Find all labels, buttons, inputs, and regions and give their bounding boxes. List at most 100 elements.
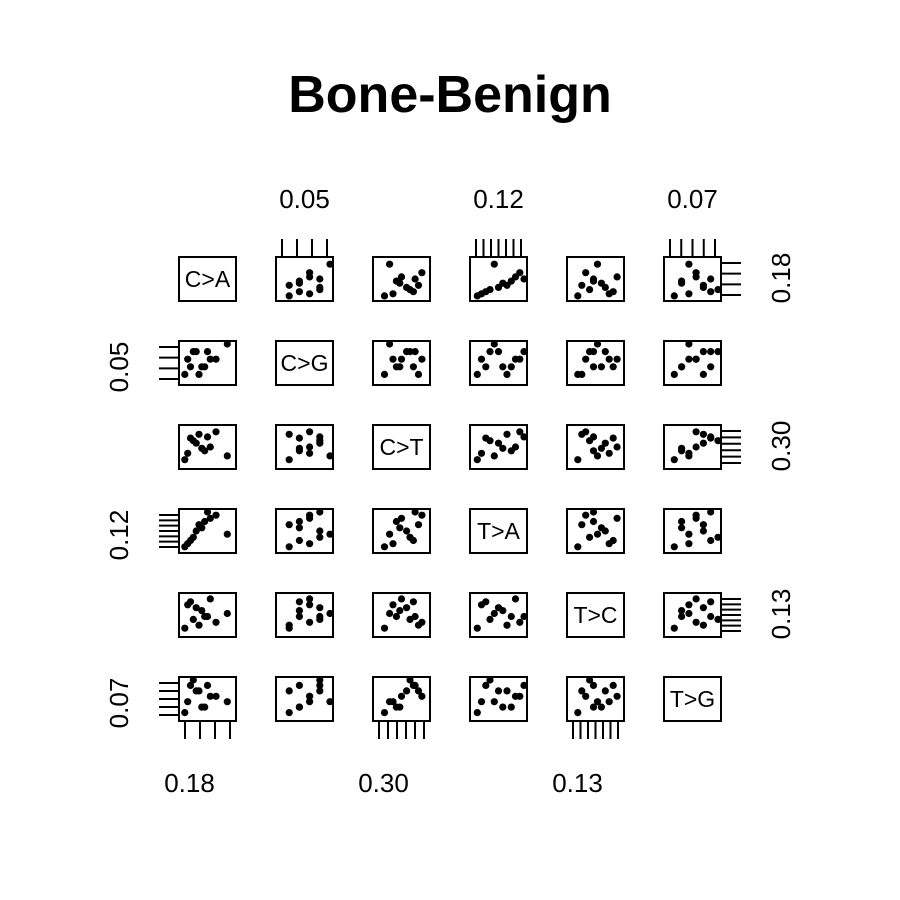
- panel-ctog-ctog: [275, 340, 334, 386]
- point-ttoc-ttoa-8: [511, 595, 520, 603]
- point-ctog-ttoa-11: [477, 355, 486, 363]
- point-ctog-ttoc-4: [589, 363, 598, 371]
- point-ttog-ctog-6: [326, 698, 334, 706]
- panel-ttoa-ttog: [663, 508, 722, 554]
- point-ctot-ctoa-7: [195, 430, 203, 438]
- point-ttog-ctog-1: [285, 709, 293, 717]
- point-ttoc-ctot-11: [389, 601, 397, 609]
- point-ttog-ttoc-2: [582, 692, 590, 700]
- point-ctot-ttoc-1: [574, 456, 582, 464]
- panel-ctog-ctoa: [178, 340, 237, 386]
- panel-ctoa-ttoc: [566, 256, 625, 302]
- point-ttog-ttoa-7: [503, 687, 511, 695]
- panel-ctog-ttoa: [469, 340, 528, 386]
- point-ctot-ttoa-10: [499, 444, 507, 452]
- point-ttoa-ttoc-2: [582, 511, 590, 519]
- point-ctog-ctoa-9: [189, 348, 197, 356]
- bottom-axis-label-ttoc: 0.13: [552, 768, 603, 798]
- point-ttog-ctot-9: [406, 676, 414, 684]
- panel-ttoa-ctog: [275, 508, 334, 554]
- point-ctoa-ctot-11: [389, 290, 397, 298]
- point-ttog-ttoa-8: [511, 692, 520, 700]
- point-ttoc-ttog-1: [670, 624, 678, 632]
- panel-ttoa-ttoa: [469, 508, 528, 554]
- point-ttoa-ctog-9: [316, 533, 324, 541]
- point-ctog-ttog-9: [714, 348, 722, 356]
- point-ttoc-ttog-10: [678, 607, 686, 615]
- point-ctog-ttog-5: [707, 363, 715, 371]
- panel-ctot-ttoc: [566, 424, 625, 470]
- point-ctoa-ttoc-12: [589, 275, 598, 283]
- point-ctoa-ttoa-12: [520, 275, 528, 283]
- point-ttoc-ctoa-1: [181, 624, 189, 632]
- point-ctoa-ttoc-11: [605, 290, 613, 298]
- point-ttoc-ctot-8: [397, 595, 406, 603]
- point-ctoa-ctog-9: [316, 286, 324, 294]
- point-ttog-ctoa-10: [198, 703, 206, 711]
- point-ctog-ctoa-12: [203, 348, 212, 356]
- point-ctoa-ctot-9: [406, 286, 414, 294]
- point-ctog-ctoa-2: [212, 355, 220, 363]
- point-ctot-ttoa-11: [477, 449, 486, 457]
- point-ttoc-ttog-3: [699, 604, 708, 612]
- point-ctot-ctoa-10: [198, 444, 206, 452]
- point-ctot-ttog-10: [678, 444, 686, 452]
- point-ctoa-ctog-8: [306, 273, 314, 281]
- point-ctoa-ttog-8: [692, 273, 700, 281]
- panel-ctog-ttog: [663, 340, 722, 386]
- point-ttog-ctoa-5: [186, 681, 195, 690]
- point-ctog-ttoa-12: [520, 348, 528, 356]
- point-ctoa-ttoa-6: [490, 260, 498, 268]
- point-ctoa-ctot-6: [386, 260, 394, 268]
- point-ctog-ctoa-8: [206, 355, 214, 363]
- point-ctoa-ttog-6: [685, 260, 693, 268]
- point-ttog-ttoc-7: [578, 687, 586, 695]
- point-ttog-ttoa-12: [520, 681, 528, 690]
- point-ctog-ttoa-10: [499, 363, 507, 371]
- point-ctoa-ctot-2: [418, 269, 426, 277]
- point-ctot-ctoa-11: [184, 449, 192, 457]
- point-ttog-ttoc-5: [609, 681, 617, 690]
- point-ttoa-ttoc-4: [589, 517, 598, 526]
- point-ctoa-ctot-8: [397, 273, 406, 281]
- point-ctog-ctot-5: [409, 363, 417, 371]
- point-ttoa-ctoa-10: [198, 524, 206, 532]
- point-ctog-ctoa-11: [184, 355, 192, 363]
- point-ttoa-ctoa-8: [206, 514, 214, 522]
- point-ctot-ttog-8: [692, 443, 700, 451]
- point-ctog-ctot-7: [414, 370, 423, 378]
- point-ctog-ttoa-8: [511, 355, 520, 363]
- point-ctoa-ttoc-8: [613, 273, 621, 281]
- point-ttoa-ttog-8: [692, 514, 700, 522]
- point-ctot-ctog-11: [306, 449, 314, 457]
- point-ttog-ctog-9: [316, 676, 324, 684]
- point-ctoa-ctot-10: [396, 279, 404, 287]
- point-ttog-ctoa-7: [195, 687, 203, 695]
- point-ttoc-ctog-5: [295, 598, 303, 606]
- point-ttoc-ttog-8: [692, 595, 700, 603]
- point-ttoa-ctot-7: [414, 521, 423, 529]
- point-ctoa-ctog-1: [285, 292, 293, 300]
- point-ttoc-ttog-2: [692, 618, 700, 626]
- panel-ttoc-ttoc: [566, 592, 625, 638]
- point-ttoa-ttog-12: [707, 508, 715, 516]
- point-ctoa-ttog-1: [670, 292, 678, 300]
- point-ttog-ttoa-3: [494, 687, 503, 695]
- point-ttoa-ctog-6: [326, 530, 334, 538]
- point-ctog-ttoa-3: [494, 348, 503, 356]
- point-ttog-ctot-3: [403, 687, 411, 695]
- point-ttog-ctoa-8: [206, 692, 214, 700]
- top-axis-label-ttoa: 0.12: [473, 184, 524, 214]
- point-ttoa-ctoa-6: [223, 530, 231, 538]
- point-ttog-ctoa-11: [184, 698, 192, 706]
- point-ctot-ttoc-5: [609, 434, 617, 442]
- point-ctoa-ctog-5: [295, 288, 303, 296]
- point-ctoa-ttoc-9: [586, 286, 594, 294]
- point-ttog-ttoa-6: [490, 698, 498, 706]
- point-ctot-ttoa-1: [473, 456, 481, 464]
- point-ttoa-ctot-1: [380, 543, 389, 551]
- point-ttoc-ttog-9: [714, 615, 722, 624]
- point-ttog-ctog-7: [285, 687, 293, 695]
- point-ttoa-ctog-10: [295, 524, 303, 532]
